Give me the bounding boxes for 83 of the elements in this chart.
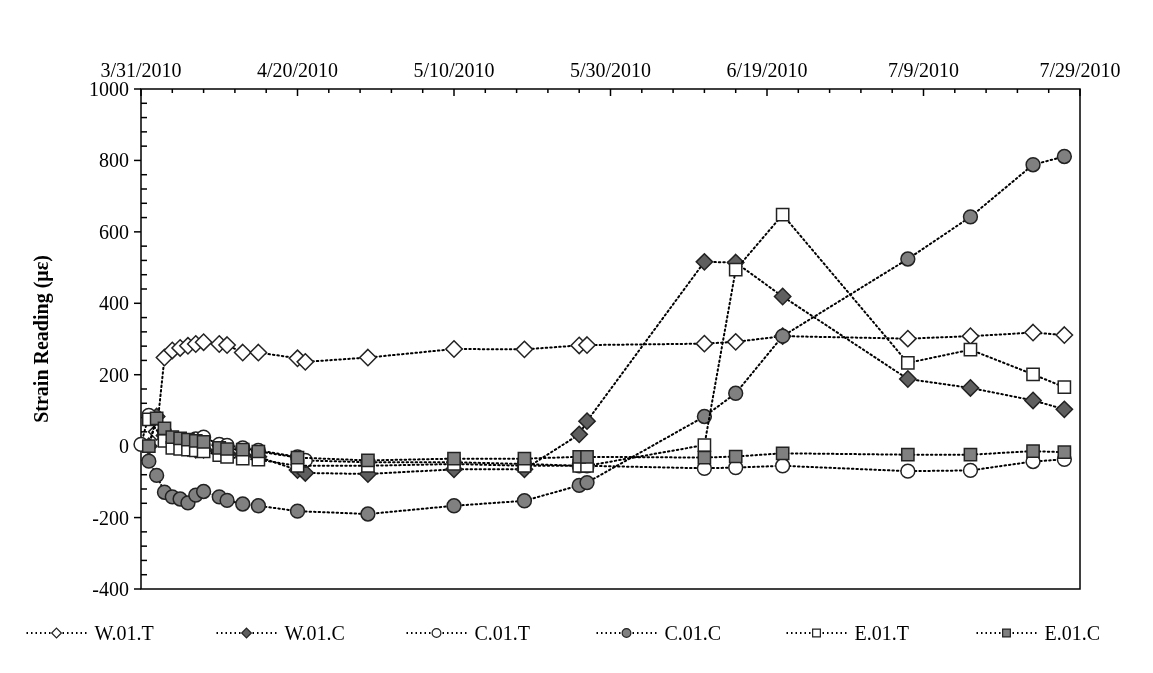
y-tick-label: 1000 xyxy=(89,78,129,100)
point xyxy=(578,412,596,431)
legend-label: E.01.T xyxy=(854,622,909,644)
point xyxy=(963,342,978,357)
point xyxy=(296,352,315,371)
x-tick-label: 7/29/2010 xyxy=(1039,59,1121,81)
legend-label: W.01.T xyxy=(94,622,154,644)
point xyxy=(580,449,594,464)
point xyxy=(1024,391,1042,410)
point xyxy=(697,438,712,452)
point xyxy=(963,447,978,462)
point xyxy=(728,385,744,401)
point xyxy=(233,343,252,362)
point xyxy=(1057,380,1072,395)
point xyxy=(900,356,915,370)
y-tick-label: 200 xyxy=(99,363,129,386)
point xyxy=(1026,367,1040,382)
point xyxy=(570,425,589,444)
point xyxy=(775,207,790,222)
point xyxy=(219,492,235,509)
point xyxy=(1055,326,1074,344)
y-tick-label: 800 xyxy=(99,149,129,172)
point xyxy=(250,498,267,514)
legend-label: W.01.C xyxy=(284,622,345,644)
point xyxy=(962,209,979,225)
x-tick-label: 7/9/2010 xyxy=(887,59,960,81)
x-tick-label: 6/19/2010 xyxy=(726,59,808,81)
y-axis-title: Strain Reading (με) xyxy=(30,255,53,423)
point xyxy=(141,453,157,469)
point xyxy=(1026,444,1040,459)
point xyxy=(695,252,714,271)
point xyxy=(774,458,791,474)
x-tick-label: 5/30/2010 xyxy=(569,59,652,81)
point xyxy=(289,503,306,519)
point xyxy=(195,483,212,500)
point xyxy=(517,451,532,466)
point xyxy=(1056,148,1073,165)
point xyxy=(235,496,251,512)
point xyxy=(578,336,596,354)
y-tick-label: -400 xyxy=(92,578,129,600)
point xyxy=(516,493,533,509)
y-tick-label: 0 xyxy=(119,435,129,458)
point xyxy=(726,332,745,351)
point xyxy=(775,446,790,461)
y-tick-label: 400 xyxy=(99,292,129,315)
legend-label: C.01.T xyxy=(474,622,531,644)
point xyxy=(900,251,916,267)
point xyxy=(728,449,743,464)
x-tick-label: 3/31/2010 xyxy=(100,59,182,81)
point xyxy=(695,334,714,353)
x-tick-label: 4/20/2010 xyxy=(256,59,339,81)
point xyxy=(194,333,213,352)
point xyxy=(515,340,534,359)
point xyxy=(447,451,461,466)
point xyxy=(196,434,211,449)
point xyxy=(728,262,743,277)
point xyxy=(1057,445,1072,460)
point xyxy=(1055,400,1074,419)
point xyxy=(579,474,595,491)
point xyxy=(220,442,234,456)
point xyxy=(446,498,462,514)
x-tick-label: 5/10/2010 xyxy=(413,59,495,81)
legend-label: E.01.C xyxy=(1044,622,1101,644)
point xyxy=(961,379,980,397)
point xyxy=(1024,323,1042,342)
point xyxy=(900,463,916,479)
point xyxy=(697,450,712,465)
point xyxy=(773,287,792,306)
point xyxy=(249,343,268,362)
point xyxy=(218,336,236,354)
y-tick-label: -200 xyxy=(92,506,129,529)
point xyxy=(962,462,979,479)
point xyxy=(1025,157,1041,173)
point xyxy=(900,447,915,462)
point xyxy=(148,467,165,484)
y-tick-label: 600 xyxy=(99,220,129,243)
point xyxy=(898,370,917,388)
point xyxy=(445,340,463,358)
point xyxy=(359,348,377,367)
legend-label: C.01.C xyxy=(664,622,722,644)
point xyxy=(360,506,376,522)
point xyxy=(696,408,713,425)
point xyxy=(898,329,917,348)
